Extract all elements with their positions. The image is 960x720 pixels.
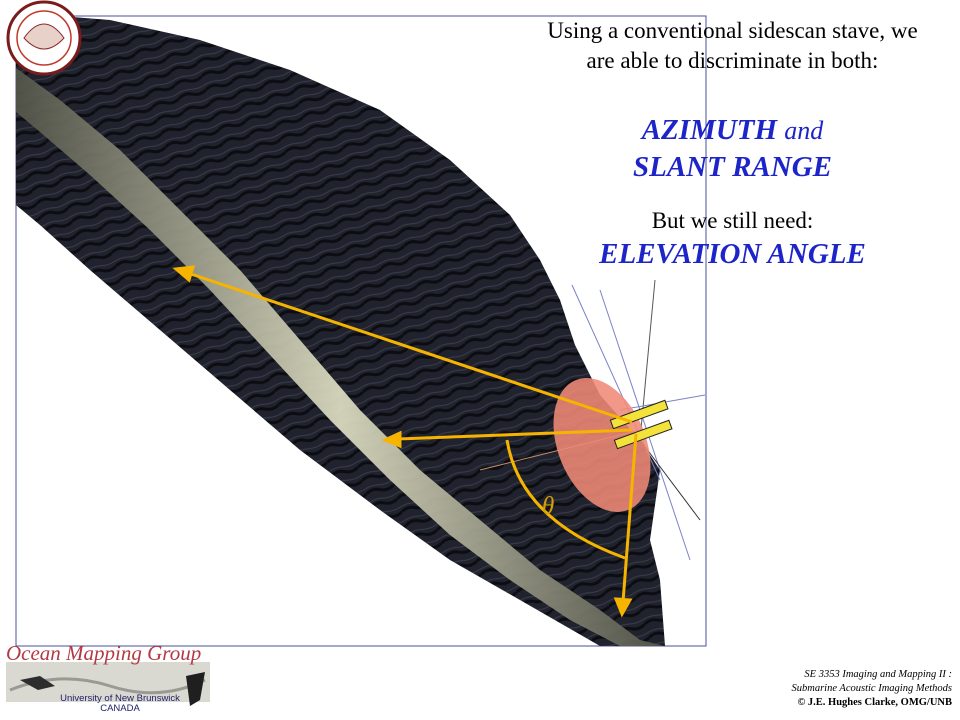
intro-line-1: Using a conventional sidescan stave, we bbox=[547, 18, 918, 43]
university-label: University of New Brunswick CANADA bbox=[30, 694, 210, 714]
copyright-line: © J.E. Hughes Clarke, OMG/UNB bbox=[797, 697, 952, 708]
theta-label: θ bbox=[542, 493, 555, 520]
slant-range-arrow bbox=[397, 428, 633, 441]
azimuth-arrowhead bbox=[172, 265, 196, 283]
azimuth-arrow bbox=[187, 271, 633, 424]
discrimination-keywords: AZIMUTH and SLANT RANGE bbox=[560, 112, 905, 185]
image-frame bbox=[15, 15, 707, 647]
intro-line-2: are able to discriminate in both: bbox=[586, 48, 879, 73]
course-line-1: SE 3353 Imaging and Mapping II : bbox=[804, 669, 952, 680]
elevation-angle-label: ELEVATION ANGLE bbox=[599, 238, 866, 270]
elevation-arrow bbox=[621, 433, 638, 603]
university-line-1: University of New Brunswick bbox=[60, 693, 180, 704]
elevation-angle-arc bbox=[505, 439, 626, 560]
sand-ridge bbox=[16, 68, 665, 646]
sidescan-swath bbox=[16, 16, 665, 646]
omg-logo-graphic bbox=[6, 662, 210, 706]
ocean-mapping-group-label: Ocean Mapping Group bbox=[6, 641, 202, 665]
beam-footprint bbox=[553, 378, 651, 512]
still-need-text: But we still need: bbox=[651, 208, 814, 233]
university-line-2: CANADA bbox=[100, 703, 140, 714]
geomatics-logo bbox=[6, 0, 82, 76]
and-label: and bbox=[784, 116, 824, 145]
slant-range-arrowhead bbox=[381, 430, 402, 449]
survey-line bbox=[599, 289, 691, 561]
course-line-2: Submarine Acoustic Imaging Methods bbox=[791, 683, 953, 694]
course-credit: SE 3353 Imaging and Mapping II : Submari… bbox=[792, 668, 953, 710]
slant-range-label: SLANT RANGE bbox=[632, 151, 832, 183]
elevation-arrowhead bbox=[613, 597, 633, 618]
survey-line bbox=[639, 439, 701, 521]
intro-text: Using a conventional sidescan stave, we … bbox=[505, 16, 960, 76]
elevation-keyword: ELEVATION ANGLE bbox=[560, 236, 905, 272]
transducer-stave-upper bbox=[609, 399, 669, 430]
azimuth-label: AZIMUTH bbox=[641, 114, 778, 146]
transducer-stave-lower bbox=[613, 419, 673, 450]
